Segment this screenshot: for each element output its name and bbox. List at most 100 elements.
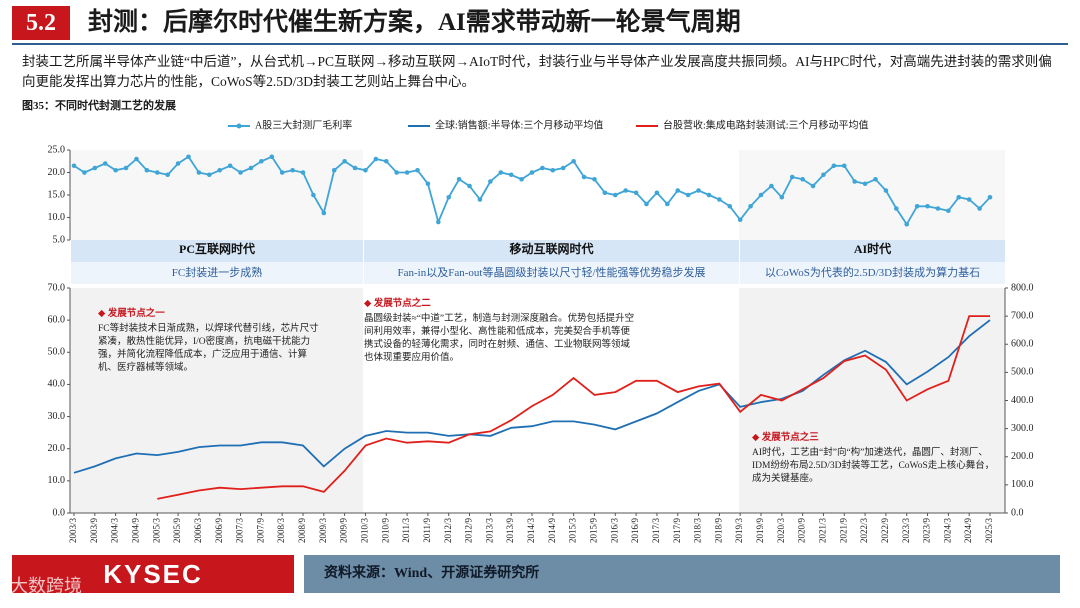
data-point (758, 192, 764, 198)
y-tick-label: 10.0 (48, 475, 66, 486)
annotation-title-text: 发展节点之三 (761, 433, 819, 443)
data-point (436, 219, 441, 225)
data-point (82, 170, 87, 175)
x-tick-label: 2010/3 (360, 518, 370, 544)
x-tick-label: 2017/9 (672, 518, 682, 544)
data-point (894, 206, 899, 211)
annotation-title: ◆ 发展节点之二 (364, 299, 431, 309)
data-point (363, 167, 368, 173)
data-point (529, 170, 535, 175)
data-point (862, 181, 868, 187)
data-point (873, 176, 878, 182)
data-point (904, 221, 910, 227)
data-point (373, 156, 379, 162)
data-point (279, 170, 285, 175)
x-tick-label: 2024/9 (963, 518, 973, 544)
data-point (342, 158, 347, 164)
data-point (935, 206, 941, 211)
data-point (696, 188, 701, 193)
y-tick-label: 60.0 (48, 314, 66, 325)
era-shade (70, 288, 363, 513)
y2-tick-label: 200.0 (1011, 451, 1034, 462)
data-point (217, 167, 223, 173)
data-point (175, 161, 181, 166)
data-point (925, 203, 930, 209)
x-tick-label: 2021/3 (818, 518, 828, 544)
figure-caption: 图35：不同时代封测工艺的发展 (22, 100, 176, 112)
data-point (207, 172, 212, 178)
data-point (92, 165, 98, 171)
x-tick-label: 2020/9 (797, 518, 807, 544)
data-point (404, 170, 410, 175)
data-point (321, 210, 327, 216)
x-tick-label: 2015/3 (568, 518, 578, 544)
data-point (841, 163, 847, 169)
y-tick-label: 30.0 (48, 411, 66, 422)
data-point (383, 158, 389, 164)
era-subtitle: FC封装进一步成熟 (171, 267, 263, 279)
x-tick-label: 2011/9 (422, 518, 432, 543)
data-point (186, 154, 191, 160)
data-point (311, 192, 316, 198)
x-tick-label: 2009/9 (339, 518, 349, 544)
x-tick-label: 2003/3 (68, 518, 78, 544)
x-tick-label: 2006/3 (193, 518, 203, 544)
data-point (71, 163, 77, 169)
x-tick-label: 2020/3 (776, 518, 786, 544)
x-tick-label: 2018/9 (713, 518, 723, 544)
data-point (633, 190, 639, 196)
x-tick-label: 2007/3 (235, 518, 245, 544)
data-point (227, 163, 233, 169)
y-tick-label: 0.0 (53, 507, 66, 518)
era-shade (70, 150, 363, 240)
x-tick-label: 2014/3 (526, 518, 536, 544)
data-point (685, 192, 691, 198)
y2-tick-label: 500.0 (1011, 367, 1034, 378)
x-tick-label: 2025/3 (984, 518, 994, 544)
y-tick-label: 50.0 (48, 347, 66, 358)
data-point (540, 165, 545, 171)
data-point (644, 201, 649, 207)
data-point (602, 190, 608, 196)
y2-tick-label: 300.0 (1011, 423, 1034, 434)
data-point (446, 194, 452, 200)
data-point (102, 161, 108, 166)
data-point (165, 172, 170, 178)
legend-label: A股三大封测厂毛利率 (255, 118, 352, 131)
chart: A股三大封测厂毛利率 全球:销售额:半导体:三个月移动平均值 台股营收:集成电路… (48, 118, 1034, 544)
x-tick-label: 2016/9 (630, 518, 640, 544)
annotation: ◆ 发展节点之三 AI时代，工艺由“封”向“构”加速迭代，晶圆厂、封测厂、IDM纷… (752, 432, 1002, 486)
x-tick-label: 2023/9 (922, 518, 932, 544)
data-point (456, 176, 462, 182)
y2-tick-label: 0.0 (1011, 507, 1024, 518)
x-tick-label: 2005/3 (151, 518, 161, 544)
data-point (519, 176, 524, 182)
intro-text: 封装工艺所属半导体产业链“中后道”，从台式机→PC互联网→移动互联网→AIoT时… (22, 54, 1052, 89)
data-point (415, 167, 420, 173)
y-tick-label: 15.0 (48, 189, 66, 200)
data-point (550, 167, 556, 173)
data-point (425, 181, 431, 187)
annotation-title: ◆ 发展节点之一 (98, 309, 165, 319)
data-point (737, 217, 743, 223)
era-band: 移动互联网时代 Fan-in以及Fan-out等晶圆级封装以尺寸轻/性能强等优势稳… (363, 240, 739, 284)
data-point (581, 174, 587, 180)
data-point (883, 188, 889, 193)
x-tick-label: 2007/9 (255, 518, 265, 544)
watermark: 大数跨境 (10, 576, 82, 597)
data-point (113, 167, 118, 173)
data-point (665, 201, 670, 207)
data-point (821, 172, 826, 178)
x-tick-label: 2012/9 (464, 518, 474, 544)
data-point (300, 170, 306, 175)
annotation: ◆ 发展节点之一 FC等封装技术日渐成熟，以焊球代替引线，芯片尺寸紧凑，散热性能优… (98, 308, 324, 375)
x-tick-label: 2008/3 (276, 518, 286, 544)
annotation-title-text: 发展节点之二 (373, 299, 431, 309)
data-point (269, 154, 275, 160)
data-point (914, 203, 920, 209)
source-note: 资料来源：Wind、开源证券研究所 (304, 555, 1060, 593)
data-point (488, 179, 493, 184)
legend: A股三大封测厂毛利率 全球:销售额:半导体:三个月移动平均值 台股营收:集成电路… (228, 118, 869, 131)
era-band: AI时代 以CoWoS为代表的2.5D/3D封装成为算力基石 (739, 240, 1005, 284)
